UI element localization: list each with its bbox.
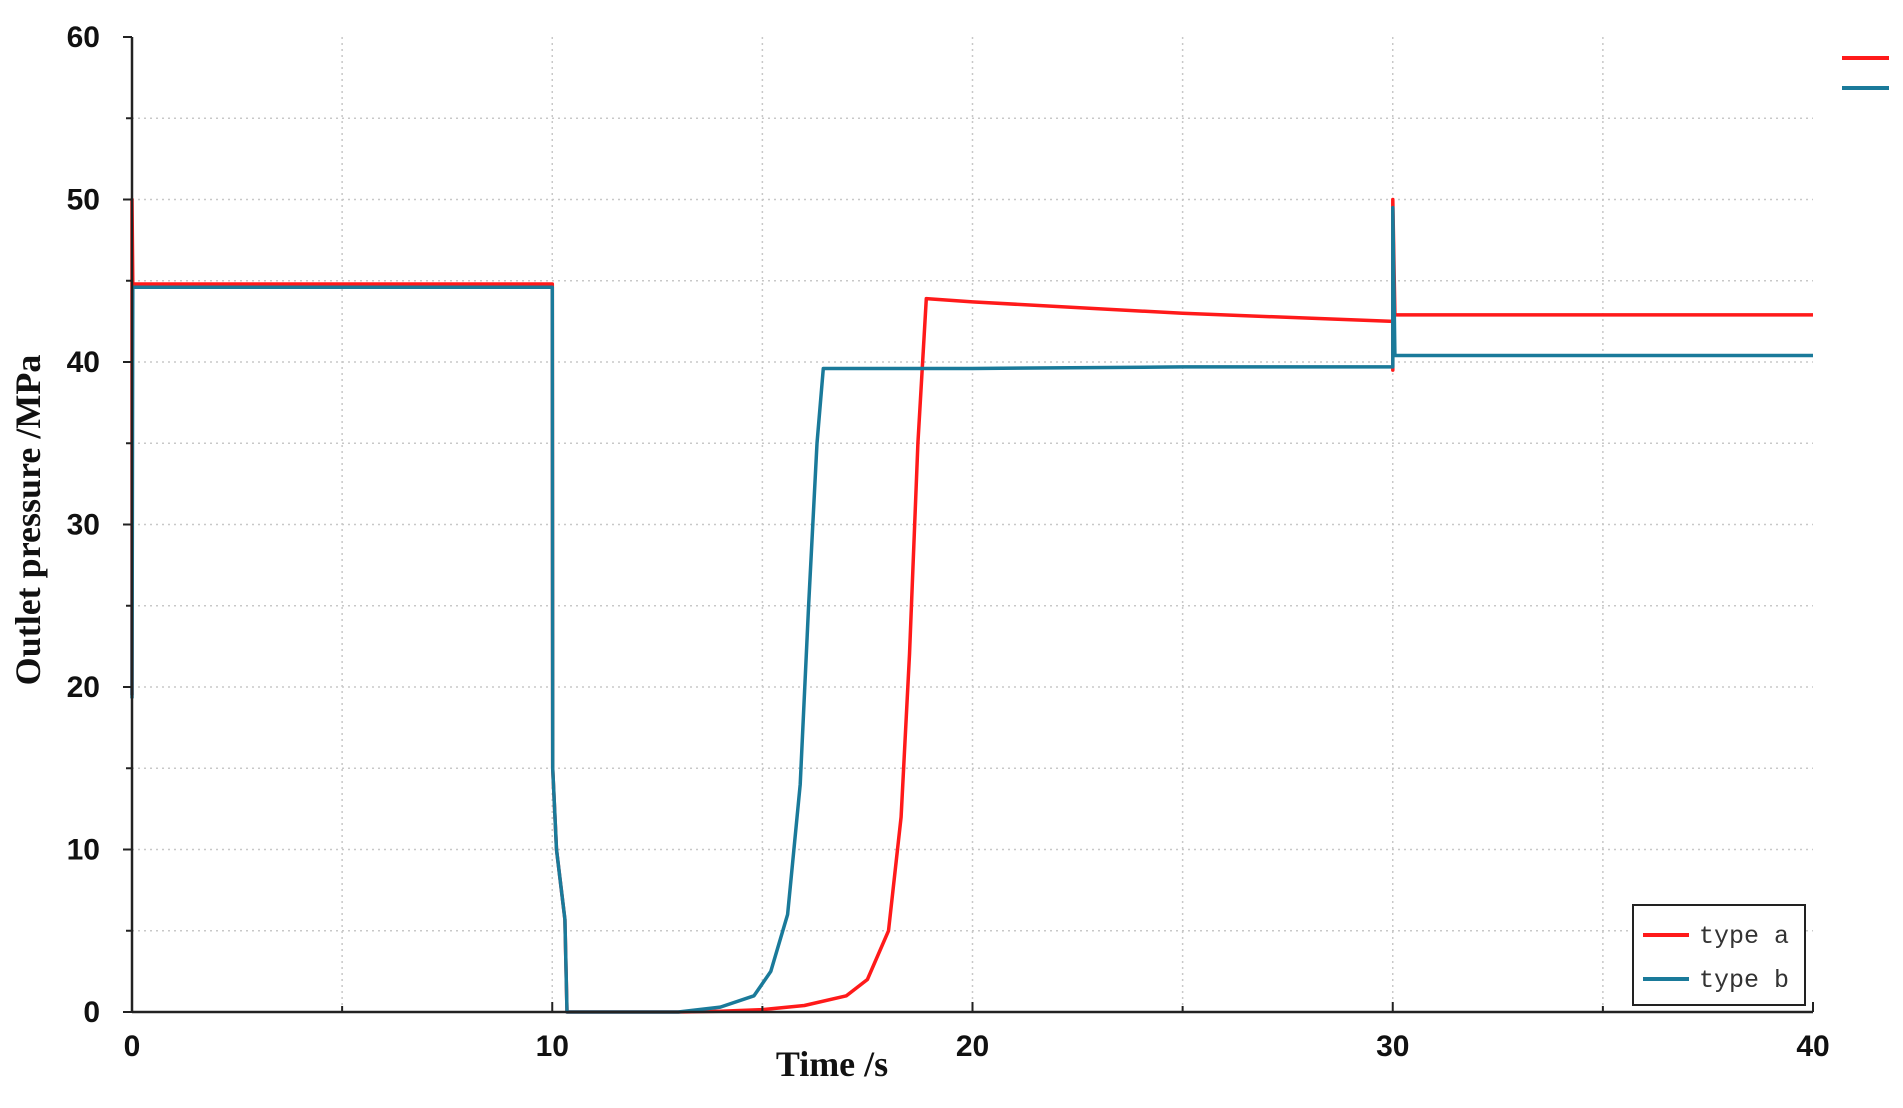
y-tick-label: 30 bbox=[67, 509, 100, 542]
legend-label: type b bbox=[1699, 966, 1789, 995]
y-tick-label: 20 bbox=[67, 671, 100, 704]
series-line-type-b bbox=[130, 205, 1813, 1014]
x-tick-label: 10 bbox=[536, 1030, 569, 1063]
plot-axes: 0 10 20 30 40 0 10 20 30 40 50 60 bbox=[67, 21, 1830, 1063]
y-tick-label: 0 bbox=[83, 996, 100, 1029]
legend-box bbox=[1632, 904, 1806, 1006]
x-tick-label: 0 bbox=[124, 1030, 141, 1063]
x-axis-label: Time /s bbox=[776, 1044, 888, 1084]
legend: type a type b bbox=[1632, 904, 1806, 1006]
y-axis-label: Outlet pressure /MPa bbox=[8, 355, 48, 686]
y-tick-label: 60 bbox=[67, 21, 100, 54]
y-tick-label: 50 bbox=[67, 184, 100, 217]
y-tick-label: 10 bbox=[67, 834, 100, 867]
series-lines bbox=[130, 197, 1813, 1014]
legend-label: type a bbox=[1699, 922, 1789, 951]
x-tick-label: 40 bbox=[1796, 1030, 1829, 1063]
x-tick-label: 20 bbox=[956, 1030, 989, 1063]
top-right-legend-markers bbox=[1842, 56, 1889, 90]
x-tick-label: 30 bbox=[1376, 1030, 1409, 1063]
y-tick-label: 40 bbox=[67, 346, 100, 379]
